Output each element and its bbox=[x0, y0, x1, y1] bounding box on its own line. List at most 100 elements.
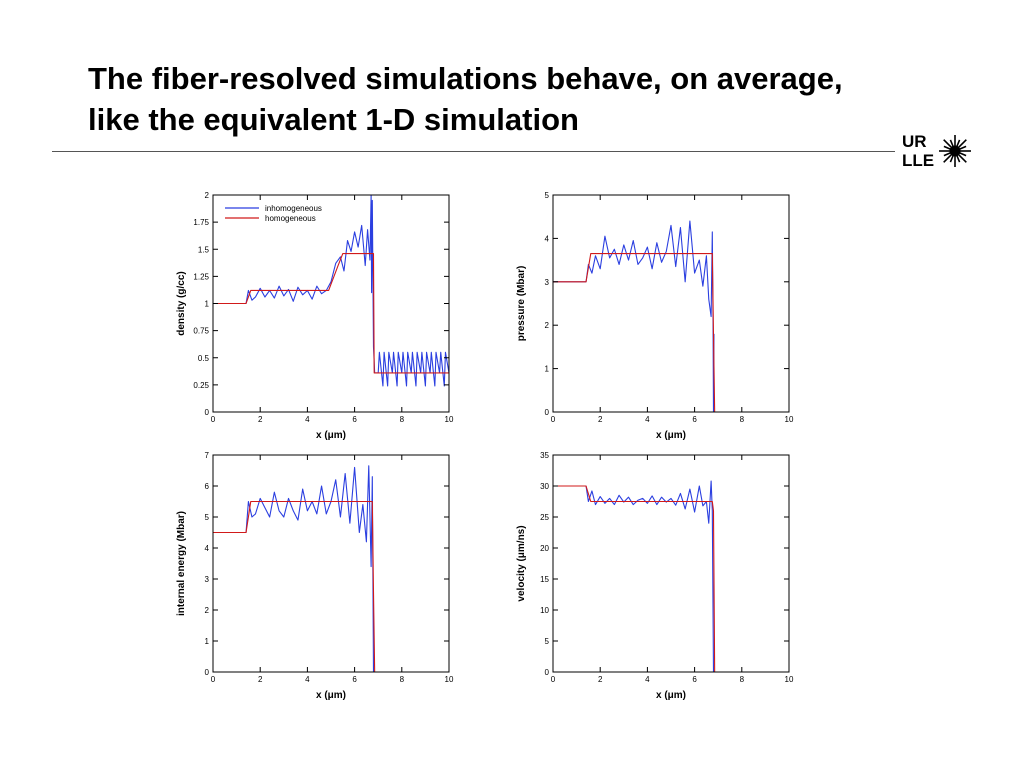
x-tick-label: 2 bbox=[258, 415, 263, 424]
slide-title: The fiber-resolved simulations behave, o… bbox=[88, 58, 948, 140]
logo-text-line-1: UR bbox=[902, 132, 927, 151]
density-chart: 0 2 4 6 8 10 0 0.25 0.5 0.75 1 1.25 1.5 1.75 2 x (μm) de… bbox=[176, 191, 454, 441]
starburst-ray bbox=[949, 155, 954, 163]
x-tick-label: 10 bbox=[445, 675, 454, 684]
y-tick-label: 0.75 bbox=[193, 327, 209, 336]
starburst-ray bbox=[943, 139, 953, 149]
x-tick-label: 4 bbox=[645, 675, 650, 684]
starburst-ray bbox=[943, 145, 951, 150]
x-axis-label: x (μm) bbox=[316, 690, 346, 701]
pressure-chart: 0 2 4 6 8 10 0 1 2 3 4 5 x (μm) pressure (Mbar) bbox=[516, 191, 794, 441]
y-tick-label: 10 bbox=[540, 606, 549, 615]
y-tick-label: 5 bbox=[545, 191, 550, 200]
x-tick-label: 0 bbox=[551, 675, 556, 684]
starburst-icon bbox=[939, 135, 971, 167]
y-tick-label: 0 bbox=[545, 668, 550, 677]
x-tick-label: 2 bbox=[258, 675, 263, 684]
y-tick-label: 3 bbox=[545, 278, 550, 287]
starburst-ray bbox=[959, 152, 967, 157]
y-tick-label: 1 bbox=[205, 300, 210, 309]
y-tick-label: 7 bbox=[205, 451, 210, 460]
series-line-homogeneous bbox=[213, 500, 449, 673]
starburst-ray bbox=[959, 145, 967, 150]
y-tick-label: 1 bbox=[545, 365, 550, 374]
y-tick-label: 1 bbox=[205, 637, 210, 646]
y-tick-label: 1.75 bbox=[193, 218, 209, 227]
logo-text-line-2: LLE bbox=[902, 151, 935, 170]
starburst-ray bbox=[957, 139, 967, 149]
x-tick-label: 6 bbox=[352, 415, 357, 424]
urlle-logo: UR LLE bbox=[898, 128, 978, 176]
x-tick-label: 0 bbox=[211, 675, 216, 684]
x-tick-label: 0 bbox=[211, 415, 216, 424]
plot-frame bbox=[552, 194, 790, 413]
x-tick-label: 8 bbox=[740, 675, 745, 684]
series-line-homogeneous bbox=[553, 253, 716, 413]
y-axis-label: pressure (Mbar) bbox=[516, 266, 527, 342]
series-line-homogeneous bbox=[213, 253, 449, 374]
legend-label-inhomogeneous: inhomogeneous bbox=[265, 204, 322, 213]
starburst-ray bbox=[949, 139, 954, 147]
starburst-ray bbox=[956, 139, 961, 147]
y-axis-label: velocity (μm/ns) bbox=[516, 525, 527, 601]
starburst-ray bbox=[956, 155, 961, 163]
y-tick-label: 25 bbox=[540, 513, 549, 522]
y-tick-label: 1.25 bbox=[193, 272, 209, 281]
x-tick-label: 2 bbox=[598, 415, 603, 424]
y-tick-label: 0 bbox=[205, 408, 210, 417]
internal-energy-chart: 0 2 4 6 8 10 0 1 2 3 4 5 6 7 x (μm) internal energy (Mb… bbox=[176, 451, 454, 701]
x-tick-label: 6 bbox=[692, 675, 697, 684]
x-tick-label: 10 bbox=[445, 415, 454, 424]
x-tick-label: 2 bbox=[598, 675, 603, 684]
x-tick-label: 4 bbox=[305, 675, 310, 684]
y-tick-label: 2 bbox=[205, 606, 210, 615]
starburst-ray bbox=[957, 153, 967, 163]
y-tick-label: 20 bbox=[540, 544, 549, 553]
title-divider bbox=[52, 151, 895, 152]
x-axis-label: x (μm) bbox=[316, 430, 346, 441]
plot-frame bbox=[552, 454, 790, 673]
y-tick-label: 4 bbox=[545, 234, 550, 243]
x-tick-label: 4 bbox=[305, 415, 310, 424]
plot-frame bbox=[212, 454, 450, 673]
y-tick-label: 2 bbox=[205, 191, 210, 200]
x-tick-label: 10 bbox=[785, 675, 794, 684]
y-tick-label: 3 bbox=[205, 575, 210, 584]
x-tick-label: 8 bbox=[400, 675, 405, 684]
x-axis-label: x (μm) bbox=[656, 430, 686, 441]
plot-frame bbox=[212, 194, 450, 413]
x-tick-label: 4 bbox=[645, 415, 650, 424]
x-tick-label: 8 bbox=[400, 415, 405, 424]
y-tick-label: 1.5 bbox=[198, 245, 210, 254]
series-line-inhomogeneous bbox=[553, 480, 715, 673]
slide-title-line-1: The fiber-resolved simulations behave, o… bbox=[88, 61, 843, 96]
slide-title-line-2: like the equivalent 1-D simulation bbox=[88, 102, 579, 137]
x-tick-label: 8 bbox=[740, 415, 745, 424]
y-tick-label: 5 bbox=[205, 513, 210, 522]
series-line-inhomogeneous bbox=[213, 194, 449, 387]
y-tick-label: 4 bbox=[205, 544, 210, 553]
y-tick-label: 0 bbox=[205, 668, 210, 677]
x-tick-label: 10 bbox=[785, 415, 794, 424]
y-tick-label: 15 bbox=[540, 575, 549, 584]
x-tick-label: 6 bbox=[352, 675, 357, 684]
starburst-ray bbox=[943, 152, 951, 157]
x-tick-label: 6 bbox=[692, 415, 697, 424]
x-axis-label: x (μm) bbox=[656, 690, 686, 701]
y-tick-label: 0 bbox=[545, 408, 550, 417]
y-tick-label: 6 bbox=[205, 482, 210, 491]
y-tick-label: 0.25 bbox=[193, 381, 209, 390]
y-tick-label: 0.5 bbox=[198, 354, 210, 363]
velocity-chart: 0 2 4 6 8 10 0 5 10 15 20 25 30 35 x (μm) velocity (μm/… bbox=[516, 451, 794, 701]
y-tick-label: 30 bbox=[540, 482, 549, 491]
series-line-inhomogeneous bbox=[553, 220, 715, 413]
y-axis-label: internal energy (Mbar) bbox=[176, 511, 187, 616]
starburst-ray bbox=[943, 153, 953, 163]
x-tick-label: 0 bbox=[551, 415, 556, 424]
y-axis-label: density (g/cc) bbox=[176, 271, 187, 335]
y-tick-label: 2 bbox=[545, 321, 550, 330]
legend-label-homogeneous: homogeneous bbox=[265, 214, 316, 223]
y-tick-label: 35 bbox=[540, 451, 549, 460]
series-line-homogeneous bbox=[553, 485, 716, 673]
y-tick-label: 5 bbox=[545, 637, 550, 646]
